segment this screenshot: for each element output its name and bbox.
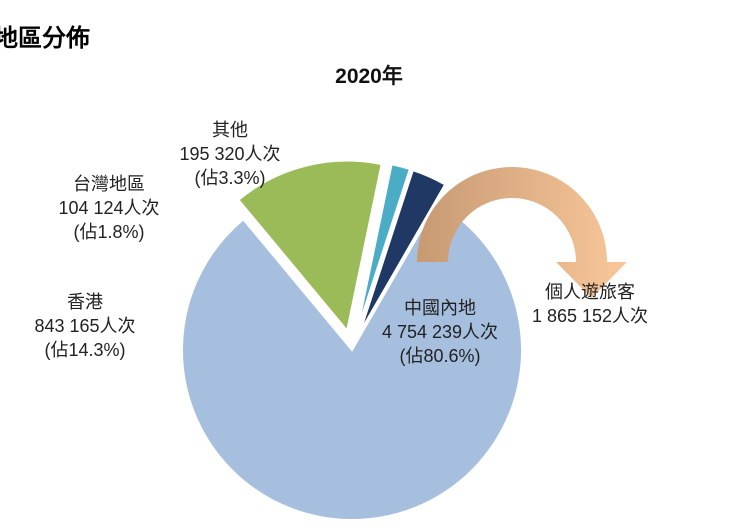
chart-title: 2020年 — [335, 65, 403, 88]
slice-label-other: 其他 195 320人次 (佔3.3%) — [160, 118, 300, 190]
slice-hongkong — [237, 159, 383, 333]
slice-value: 4 754 239人次 — [381, 322, 499, 342]
slice-share: (佔1.8%) — [73, 222, 145, 242]
curved-arrow-icon — [417, 167, 627, 298]
slice-label-mainland: 中國內地 4 754 239人次 (佔80.6%) — [360, 296, 520, 368]
slice-taiwan — [356, 163, 412, 331]
slice-share: (佔3.3%) — [194, 168, 266, 188]
slice-name: 中國內地 — [404, 298, 476, 318]
annotation-name: 個人遊旅客 — [545, 282, 635, 302]
pie-slices — [181, 159, 523, 521]
slice-other — [359, 168, 447, 333]
slice-name: 香港 — [67, 292, 103, 312]
annotation-label: 個人遊旅客 1 865 152人次 — [520, 280, 660, 328]
slice-share: (佔80.6%) — [399, 346, 481, 366]
slice-value: 104 124人次 — [58, 198, 160, 218]
annotation-value: 1 865 152人次 — [531, 306, 649, 326]
slice-name: 其他 — [212, 120, 248, 140]
slice-name: 台灣地區 — [73, 174, 145, 194]
slice-share: (佔14.3%) — [44, 340, 126, 360]
page-heading: 地區分佈 — [0, 24, 90, 52]
slice-value: 843 165人次 — [34, 316, 136, 336]
slice-label-taiwan: 台灣地區 104 124人次 (佔1.8%) — [44, 172, 174, 244]
slice-value: 195 320人次 — [179, 144, 281, 164]
slice-label-hongkong: 香港 843 165人次 (佔14.3%) — [20, 290, 150, 362]
slice-mainland — [181, 201, 523, 521]
